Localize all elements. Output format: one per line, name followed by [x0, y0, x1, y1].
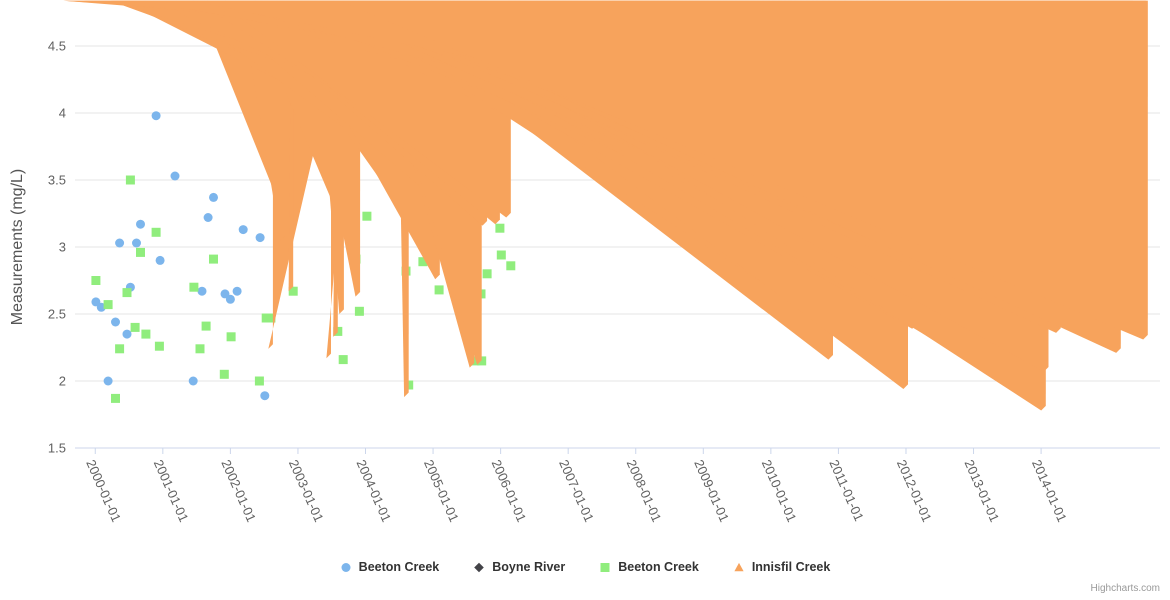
legend-item-boyne-river-diamond[interactable]: Boyne River — [473, 560, 565, 574]
y-axis-label: 3.5 — [48, 173, 66, 188]
x-axis-label: 2005-01-01 — [421, 457, 462, 524]
x-axis-label: 2001-01-01 — [151, 457, 192, 524]
x-axis-label: 2010-01-01 — [759, 457, 800, 524]
x-axis-label: 2003-01-01 — [286, 457, 327, 524]
x-axis-label: 2012-01-01 — [894, 457, 935, 524]
y-axis-label: 4.5 — [48, 39, 66, 54]
x-axis-label: 2007-01-01 — [556, 457, 597, 524]
x-axis-label: 2014-01-01 — [1029, 457, 1070, 524]
legend-circle-icon — [341, 563, 351, 572]
legend-square-icon — [600, 563, 610, 572]
legend: Beeton Creek Boyne River Beeton Creek Innis… — [0, 560, 1170, 574]
legend-item-beeton-creek-circle[interactable]: Beeton Creek — [340, 560, 440, 574]
legend-label: Boyne River — [492, 560, 566, 574]
x-axis-label: 2006-01-01 — [489, 457, 530, 524]
x-axis-label: 2008-01-01 — [624, 457, 665, 524]
y-axis-label: 3 — [59, 240, 66, 255]
x-axis-label: 2011-01-01 — [826, 457, 866, 523]
x-axis-label: 2000-01-01 — [83, 457, 124, 524]
x-axis-label: 2002-01-01 — [218, 457, 259, 524]
series-beeton-creek-circle — [91, 111, 270, 401]
legend-label: Beeton Creek — [358, 560, 440, 574]
series-innisfil-creek-triangle — [63, 0, 1148, 411]
legend-diamond-icon — [474, 562, 485, 573]
legend-label: Beeton Creek — [618, 560, 699, 574]
legend-item-beeton-creek-square[interactable]: Beeton Creek — [599, 560, 699, 574]
y-axis-label: 1.5 — [48, 441, 66, 456]
y-axis-title: Measurements (mg/L) — [9, 169, 26, 326]
highcharts-credit[interactable]: Highcharts.com — [1090, 583, 1160, 594]
legend-triangle-icon — [734, 562, 744, 572]
y-axis-label: 4 — [59, 106, 66, 121]
legend-label: Innisfil Creek — [751, 560, 831, 574]
x-axis-label: 2013-01-01 — [961, 457, 1002, 524]
legend-item-innisfil-creek-triangle[interactable]: Innisfil Creek — [733, 560, 831, 574]
x-axis-label: 2004-01-01 — [353, 457, 394, 524]
scatter-plot: 1.5 2 2.5 3 3.5 4 4.5 Measurements (mg/L) 2000-0… — [9, 0, 1160, 524]
y-axis-label: 2 — [59, 374, 66, 389]
y-axis-label: 2.5 — [48, 307, 66, 322]
x-axis-label: 2009-01-01 — [691, 457, 732, 524]
